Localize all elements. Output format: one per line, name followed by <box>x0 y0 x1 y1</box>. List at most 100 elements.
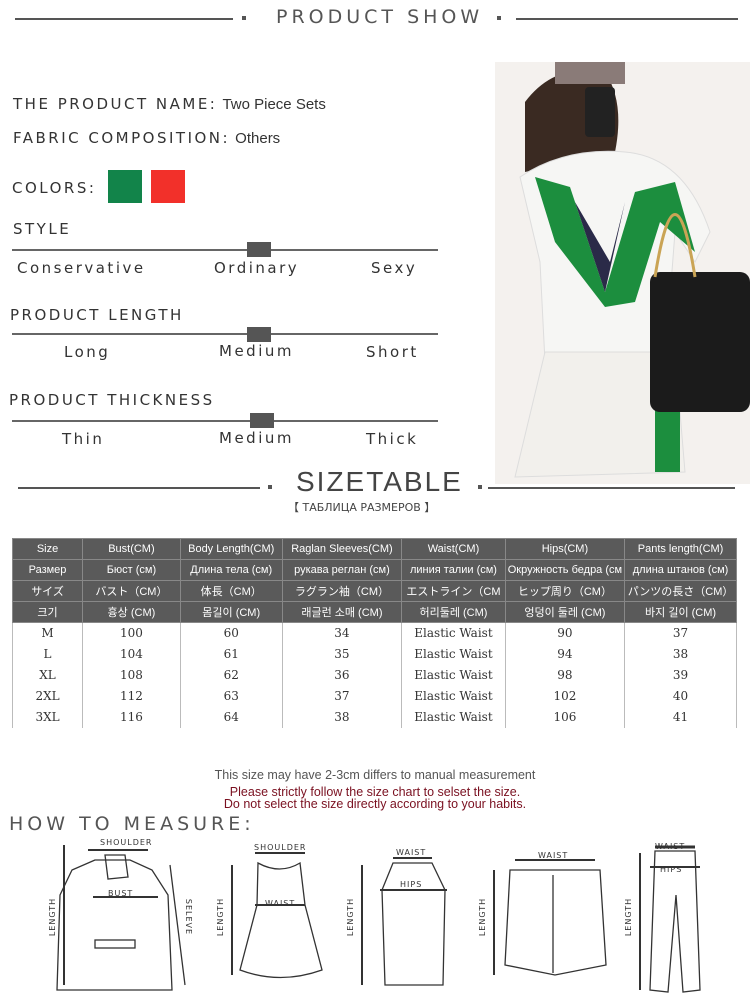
table-cell: 90 <box>504 622 626 644</box>
table-cell: M <box>11 622 84 644</box>
table-header-cell: 体長（CM） <box>179 580 283 602</box>
style-option: Ordinary <box>214 259 300 277</box>
dress-illustration <box>231 852 323 979</box>
table-cell: 100 <box>82 622 181 644</box>
note-habits: Do not select the size directly accordin… <box>223 797 527 811</box>
table-cell: 62 <box>179 664 283 686</box>
label-bust: BUST <box>108 889 134 898</box>
colors-label: COLORS: <box>12 179 97 197</box>
table-row: XL 108 62 36 Elastic Waist 98 39 <box>11 664 737 686</box>
header-rule-right <box>516 18 738 20</box>
table-cell: 108 <box>82 664 181 686</box>
style-option: Sexy <box>371 259 418 277</box>
thickness-label: PRODUCT THICKNESS <box>9 391 215 409</box>
page-title: PRODUCT SHOW <box>276 6 484 28</box>
table-header-cell: ラグラン袖（CM） <box>281 580 403 602</box>
label-length: LENGTH <box>346 897 356 937</box>
color-swatch-red[interactable] <box>151 170 185 203</box>
table-cell: 112 <box>82 685 181 707</box>
label-length: LENGTH <box>624 897 634 937</box>
size-table: Size Bust(CM) Body Length(CM) Raglan Sleeve… <box>11 538 737 728</box>
table-header-cell: 크기 <box>11 601 84 623</box>
table-row: 3XL 116 64 38 Elastic Waist 106 41 <box>11 706 737 728</box>
table-header-cell: パンツの長さ（CM） <box>624 580 737 602</box>
table-header-cell: バスト（CM） <box>82 580 181 602</box>
table-cell: 116 <box>82 706 181 728</box>
sizetable-rule-left <box>18 487 260 489</box>
table-header-cell: Длина тела (см) <box>179 559 283 581</box>
table-cell: 63 <box>179 685 283 707</box>
length-indicator <box>247 327 271 342</box>
thickness-option: Medium <box>219 429 294 447</box>
table-header-cell: サイズ <box>11 580 84 602</box>
table-header-cell: Raglan Sleeves(CM) <box>281 538 403 560</box>
table-cell: 37 <box>281 685 403 707</box>
length-option: Long <box>64 343 111 361</box>
label-sleeve: SELEVE <box>184 898 194 936</box>
table-cell: 2XL <box>11 685 84 707</box>
table-cell: 39 <box>624 664 737 686</box>
table-cell: Elastic Waist <box>401 685 506 707</box>
table-header-cell: Окружность бедра (см <box>504 559 626 581</box>
table-row: 2XL 112 63 37 Elastic Waist 102 40 <box>11 685 737 707</box>
fabric-value: Others <box>235 130 281 147</box>
table-header-row: 크기 흉상 (CM) 몸길이 (CM) 래글런 소매 (CM) 허리둘레 (CM) 엉덩이… <box>11 601 737 623</box>
header-rule-left <box>15 18 233 20</box>
style-label: STYLE <box>13 220 72 238</box>
table-row: L 104 61 35 Elastic Waist 94 38 <box>11 643 737 665</box>
product-name-value: Two Piece Sets <box>222 96 326 113</box>
table-header-cell: 흉상 (CM) <box>82 601 181 623</box>
skirt-illustration <box>361 857 447 986</box>
sizetable-rule-right <box>488 487 735 489</box>
pants-illustration <box>639 845 701 993</box>
label-hips: HIPS <box>660 865 683 874</box>
table-cell: Elastic Waist <box>401 622 506 644</box>
table-header-row: Size Bust(CM) Body Length(CM) Raglan Sleeve… <box>11 538 737 560</box>
thickness-indicator <box>250 413 274 428</box>
table-cell: 40 <box>624 685 737 707</box>
length-option: Short <box>366 343 419 361</box>
table-header-cell: Бюст (см) <box>82 559 181 581</box>
table-header-cell: Waist(CM) <box>401 538 506 560</box>
fabric-label: FABRIC COMPOSITION: <box>13 129 231 147</box>
table-cell: 41 <box>624 706 737 728</box>
table-header-cell: Size <box>11 538 84 560</box>
table-cell: 64 <box>179 706 283 728</box>
table-header-cell: Pants length(CM) <box>624 538 737 560</box>
label-waist: WAIST <box>538 851 569 860</box>
table-cell: 98 <box>504 664 626 686</box>
table-cell: 35 <box>281 643 403 665</box>
table-header-cell: 엉덩이 둘레 (CM) <box>504 601 626 623</box>
table-header-cell: Размер <box>11 559 84 581</box>
label-length: LENGTH <box>478 897 488 937</box>
bullet <box>268 485 272 489</box>
table-cell: 38 <box>624 643 737 665</box>
table-cell: 61 <box>179 643 283 665</box>
table-cell: XL <box>11 664 84 686</box>
style-option: Conservative <box>17 259 146 277</box>
color-swatch-green[interactable] <box>108 170 142 203</box>
bullet <box>497 16 501 20</box>
length-label: PRODUCT LENGTH <box>10 306 184 324</box>
table-cell: Elastic Waist <box>401 706 506 728</box>
length-option: Medium <box>219 342 294 360</box>
sizetable-title: SIZETABLE <box>296 466 463 497</box>
label-waist: WAIST <box>655 842 686 851</box>
table-cell: 38 <box>281 706 403 728</box>
product-name-row: THE PRODUCT NAME: Two Piece Sets <box>13 94 326 113</box>
table-cell: Elastic Waist <box>401 664 506 686</box>
shorts-illustration <box>493 859 607 976</box>
label-waist: WAIST <box>396 848 427 857</box>
product-name-label: THE PRODUCT NAME: <box>13 95 218 113</box>
measure-illustrations <box>56 845 701 993</box>
table-header-cell: Bust(CM) <box>82 538 181 560</box>
table-header-cell: линия талии (см) <box>401 559 506 581</box>
table-cell: 60 <box>179 622 283 644</box>
thickness-track <box>12 420 438 422</box>
table-cell: 102 <box>504 685 626 707</box>
table-header-cell: 몸길이 (CM) <box>179 601 283 623</box>
label-length: LENGTH <box>216 897 226 937</box>
note-follow-chart: Please strictly follow the size chart to… <box>229 785 521 799</box>
table-cell: L <box>11 643 84 665</box>
length-track <box>12 333 438 335</box>
